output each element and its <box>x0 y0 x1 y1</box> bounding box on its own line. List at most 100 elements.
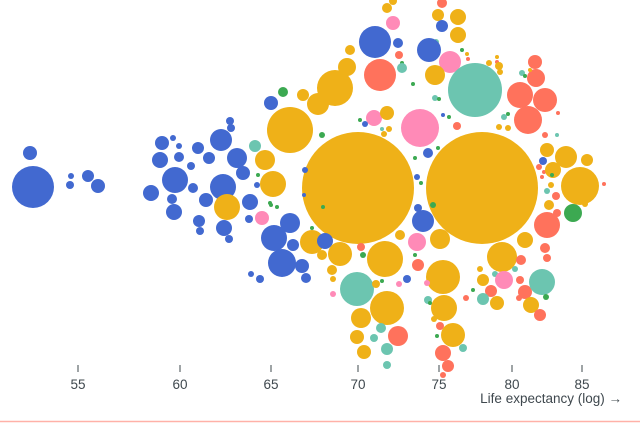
bubble-teal <box>459 344 467 352</box>
bubble-pink <box>330 291 336 297</box>
bubble-green <box>319 132 325 138</box>
bubble-orange <box>523 297 539 313</box>
bubble-blue <box>412 210 434 232</box>
bubble-blue <box>359 26 391 58</box>
bubble-orange <box>330 276 336 282</box>
bubble-orange <box>517 232 533 248</box>
bubble-teal <box>340 272 374 306</box>
bubble-green <box>278 87 288 97</box>
bubble-blue <box>295 259 309 273</box>
bubble-orange <box>370 291 404 325</box>
bubble-blue <box>248 271 254 277</box>
bubble-blue <box>199 193 213 207</box>
bubble-pink <box>401 109 439 147</box>
bubble-green <box>411 82 415 86</box>
x-axis-tick: 80 <box>504 365 520 392</box>
bubble-green <box>437 97 441 101</box>
bubble-blue <box>302 167 308 173</box>
bubble-blue <box>254 182 260 188</box>
x-axis-title: Life expectancy (log) → <box>480 391 622 406</box>
bubble-blue <box>91 179 105 193</box>
bubble-blue <box>302 193 306 197</box>
bubble-blue <box>226 117 234 125</box>
bubble-green <box>543 294 549 300</box>
bubble-orange <box>437 215 443 221</box>
bubble-teal <box>432 95 438 101</box>
bubble-orange <box>495 62 503 70</box>
bubble-blue <box>256 275 264 283</box>
bubble-red <box>437 0 447 8</box>
bubble-teal <box>519 70 525 76</box>
bubble-orange <box>395 230 405 240</box>
bubble-orange <box>357 345 371 359</box>
bubble-red <box>395 51 403 59</box>
bubble-red <box>540 175 544 179</box>
bubble-green <box>358 118 362 122</box>
bubble-orange <box>497 69 503 75</box>
bubble-teal <box>370 334 378 342</box>
bubble-blue <box>82 170 94 182</box>
bubble-red <box>527 69 545 87</box>
bubble-orange <box>338 58 356 76</box>
bubble-orange <box>317 70 353 106</box>
bubble-orange <box>487 242 517 272</box>
bubble-blue <box>261 225 287 251</box>
bubble-blue <box>167 194 177 204</box>
bubble-orange <box>255 150 275 170</box>
svg-text:85: 85 <box>574 377 589 392</box>
bubble-red <box>516 295 522 301</box>
bubble-orange <box>431 295 457 321</box>
bubble-teal <box>397 63 407 73</box>
bubble-blue <box>245 215 253 223</box>
bubble-red <box>534 212 560 238</box>
bubble-red <box>442 360 454 372</box>
bubble-orange <box>505 125 511 131</box>
bubble-orange <box>425 65 445 85</box>
bubble-teal <box>555 133 559 137</box>
bubble-pink <box>255 211 269 225</box>
bubble-blue <box>242 194 258 210</box>
bubble-orange <box>430 229 450 249</box>
bubble-green <box>269 203 273 207</box>
bubble-orange <box>214 194 240 220</box>
bubble-blue <box>403 275 411 283</box>
bubble-red <box>463 295 469 301</box>
bubble-blue <box>66 181 74 189</box>
bubble-red <box>528 55 542 69</box>
svg-text:75: 75 <box>431 377 446 392</box>
bubble-red <box>518 285 532 299</box>
bubble-red <box>543 254 551 262</box>
bubble-blue <box>225 235 233 243</box>
bubble-red <box>440 372 446 378</box>
x-axis-tick: 60 <box>172 365 188 392</box>
bubble-orange <box>382 3 392 13</box>
bubble-blue <box>417 38 441 62</box>
bubble-red <box>540 243 550 253</box>
bubble-orange <box>540 143 554 157</box>
bubble-blue <box>193 215 205 227</box>
bubble-red <box>536 164 542 170</box>
svg-text:70: 70 <box>350 377 365 392</box>
bubble-red <box>533 88 557 112</box>
bubble-blue <box>287 239 299 251</box>
bubble-blue <box>196 227 204 235</box>
bubble-blue <box>210 174 236 200</box>
x-axis-tick: 70 <box>350 365 366 392</box>
bubble-blue <box>210 129 232 151</box>
bubble-blue <box>155 136 169 150</box>
bubble-blue <box>216 220 232 236</box>
bubble-orange <box>582 201 588 207</box>
svg-text:55: 55 <box>70 377 85 392</box>
svg-text:60: 60 <box>172 377 187 392</box>
bubble-teal <box>501 114 507 120</box>
bubble-teal <box>529 269 555 295</box>
bubble-red <box>542 132 548 138</box>
bubble-green <box>564 204 582 222</box>
bubble-orange <box>432 9 444 21</box>
bubble-orange <box>345 45 355 55</box>
bubble-pink <box>366 110 382 126</box>
bubble-pink <box>495 271 513 289</box>
bubble-red <box>602 182 606 186</box>
